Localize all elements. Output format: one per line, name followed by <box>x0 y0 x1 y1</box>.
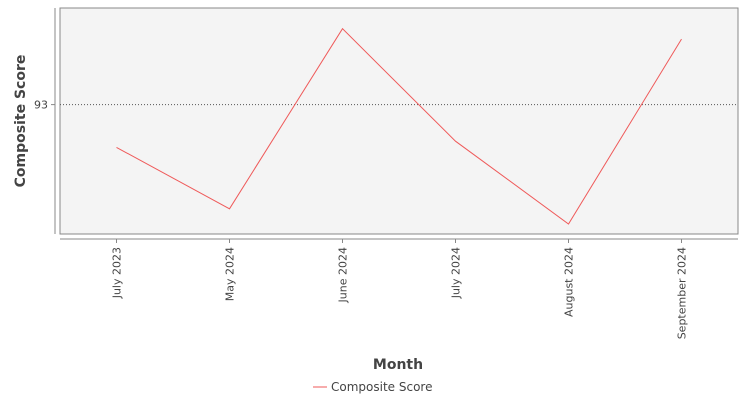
x-axis-title: Month <box>373 357 423 373</box>
plot-area <box>59 7 739 235</box>
x-tick-label: July 2023 <box>111 247 124 299</box>
x-tick-label: June 2024 <box>337 247 350 303</box>
x-tick-label: July 2024 <box>450 247 463 299</box>
legend-label: Composite Score <box>331 380 432 394</box>
y-tick-label: 93 <box>34 99 48 112</box>
series-line <box>116 27 682 225</box>
x-tick-label: August 2024 <box>563 247 576 317</box>
legend: Composite Score <box>313 380 432 394</box>
x-tick-label: September 2024 <box>676 247 689 339</box>
x-tick-label: May 2024 <box>224 247 237 301</box>
y-axis-title: Composite Score <box>13 55 29 188</box>
